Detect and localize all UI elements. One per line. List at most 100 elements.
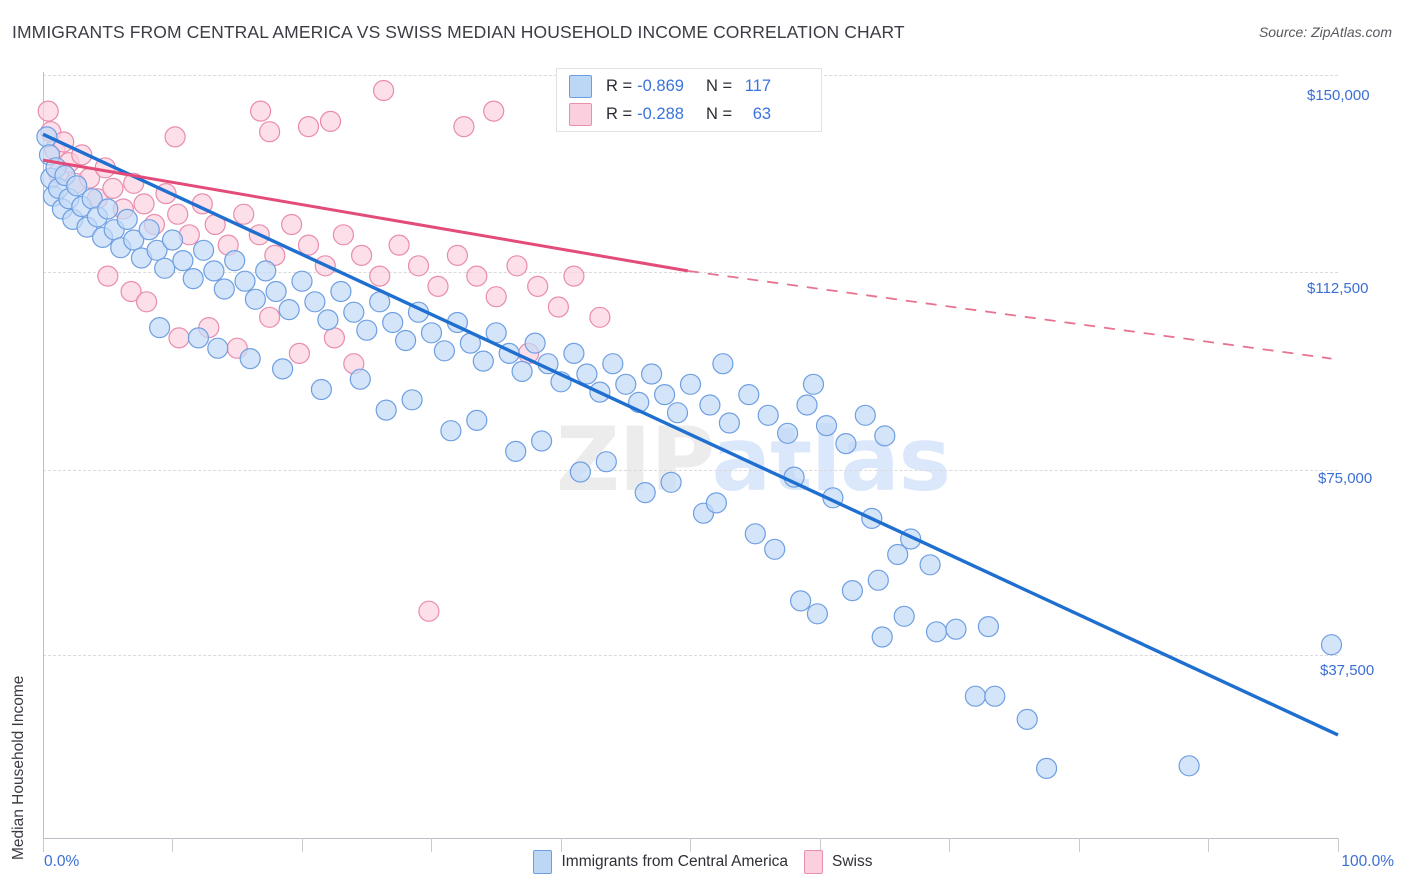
x-tick xyxy=(1208,838,1209,852)
gridline-37500 xyxy=(43,655,1338,656)
data-point xyxy=(563,265,585,287)
data-point xyxy=(343,301,365,323)
data-point xyxy=(187,327,209,349)
y-tick-label-37500: $37,500 xyxy=(1320,662,1375,679)
data-point xyxy=(1016,708,1038,731)
data-point xyxy=(120,280,142,303)
data-point xyxy=(634,482,656,504)
x-axis-min-label: 0.0% xyxy=(44,853,80,870)
gridline-112500 xyxy=(43,272,1338,273)
data-point xyxy=(149,317,171,339)
data-point xyxy=(925,621,948,643)
data-point xyxy=(203,260,225,282)
trend-line-central-america xyxy=(42,132,1339,737)
data-point xyxy=(138,219,160,241)
data-point xyxy=(506,255,528,277)
data-point xyxy=(123,229,145,251)
x-tick xyxy=(820,838,821,852)
data-point xyxy=(375,399,397,421)
legend-item-swiss[interactable]: Swiss xyxy=(804,850,873,874)
data-point xyxy=(395,329,417,352)
data-point xyxy=(244,288,266,310)
data-point xyxy=(259,121,281,143)
data-point xyxy=(511,360,533,382)
data-point xyxy=(595,451,617,473)
legend-label-swiss: Swiss xyxy=(832,853,873,870)
r-label-pink: R = xyxy=(606,104,633,123)
data-point xyxy=(133,193,155,215)
data-point xyxy=(330,280,352,303)
data-point xyxy=(744,523,766,545)
data-point xyxy=(164,126,186,148)
data-point xyxy=(351,244,373,266)
data-point xyxy=(815,415,838,437)
data-point xyxy=(964,685,987,707)
data-point xyxy=(589,306,611,328)
data-point xyxy=(653,384,676,406)
data-point xyxy=(705,492,728,514)
legend-item-immigrants-from-central-america[interactable]: Immigrants from Central America xyxy=(533,850,788,874)
data-point xyxy=(239,348,261,370)
n-value-blue: 117 xyxy=(744,76,772,95)
data-point xyxy=(264,244,286,266)
data-point xyxy=(97,265,119,287)
data-point xyxy=(167,203,189,225)
x-tick xyxy=(1338,838,1339,852)
x-axis-max-label: 100.0% xyxy=(1341,853,1394,870)
x-tick xyxy=(43,838,44,852)
data-point xyxy=(527,275,549,297)
data-point xyxy=(871,626,893,648)
stat-row-blue: R = -0.869 N = 117 xyxy=(569,72,809,100)
swiss-points-group xyxy=(37,79,660,622)
data-point xyxy=(764,538,786,560)
x-tick xyxy=(949,838,950,852)
data-point xyxy=(466,409,488,431)
data-point xyxy=(234,270,256,292)
data-point xyxy=(272,358,294,380)
central-america-points-group xyxy=(36,126,1343,780)
data-point xyxy=(472,350,494,372)
legend-color-pink-icon xyxy=(804,850,824,874)
data-point xyxy=(738,384,760,406)
data-point xyxy=(666,402,689,424)
data-point xyxy=(259,306,281,328)
data-point xyxy=(66,175,88,197)
data-point xyxy=(146,239,168,261)
data-point xyxy=(418,600,440,622)
x-tick xyxy=(1079,838,1080,852)
data-point xyxy=(712,353,734,375)
data-point xyxy=(919,554,941,576)
data-point xyxy=(369,265,391,287)
data-point xyxy=(317,309,339,331)
data-point xyxy=(841,579,864,602)
data-point xyxy=(446,244,468,266)
data-point xyxy=(332,224,354,246)
data-point xyxy=(401,389,423,411)
legend-color-blue-icon xyxy=(533,850,553,874)
data-point xyxy=(1320,634,1343,656)
data-point xyxy=(182,268,204,290)
n-label-blue: N = xyxy=(705,76,733,95)
source-attribution: Source: ZipAtlas.com xyxy=(1258,24,1392,40)
legend-swatch-blue-icon xyxy=(569,74,592,98)
x-tick xyxy=(172,838,173,852)
data-point xyxy=(233,203,255,225)
x-tick xyxy=(431,838,432,852)
data-point xyxy=(453,115,475,138)
data-point xyxy=(547,296,570,318)
data-point xyxy=(776,422,799,444)
data-point xyxy=(660,471,682,493)
data-point xyxy=(265,280,287,303)
data-point xyxy=(154,257,176,279)
data-point xyxy=(97,198,119,220)
r-value-blue: -0.869 xyxy=(637,76,684,95)
y-tick-label-150000: $150,000 xyxy=(1307,87,1370,104)
data-point xyxy=(382,311,404,334)
data-point xyxy=(207,337,229,359)
data-point xyxy=(984,685,1006,707)
y-tick-label-112500: $112,500 xyxy=(1307,280,1369,297)
data-point xyxy=(679,373,702,395)
data-point xyxy=(407,255,430,277)
